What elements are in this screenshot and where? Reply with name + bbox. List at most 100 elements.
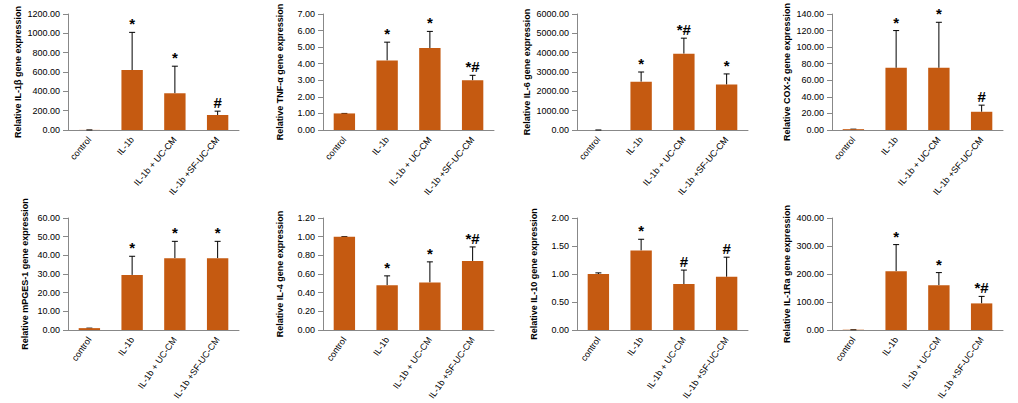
svg-text:Relative IL-10 gene expression: Relative IL-10 gene expression (529, 208, 539, 340)
svg-text:0.50: 0.50 (551, 297, 569, 307)
svg-text:*: * (384, 259, 390, 276)
svg-text:6.00: 6.00 (297, 26, 315, 36)
svg-text:IL-1b: IL-1b (624, 135, 645, 157)
svg-text:IL-1b +SF-UC-CM: IL-1b +SF-UC-CM (681, 335, 731, 400)
svg-text:400.00: 400.00 (796, 213, 824, 223)
svg-text:1.00: 1.00 (297, 108, 315, 118)
svg-text:2000.00: 2000.00 (536, 86, 569, 96)
svg-text:*: * (638, 55, 644, 72)
svg-text:#: # (977, 88, 986, 105)
svg-text:*: * (936, 256, 942, 273)
svg-text:1.00: 1.00 (297, 232, 315, 242)
svg-text:IL-1b + UC-CM: IL-1b + UC-CM (900, 335, 943, 391)
svg-text:*: * (172, 49, 178, 66)
svg-text:5.00: 5.00 (297, 42, 315, 52)
svg-text:control: control (577, 135, 602, 162)
svg-text:0.00: 0.00 (806, 325, 824, 335)
svg-text:300.00: 300.00 (796, 241, 824, 251)
svg-text:0.00: 0.00 (806, 125, 824, 135)
svg-text:6000.00: 6000.00 (536, 9, 569, 19)
svg-text:#: # (680, 253, 689, 270)
svg-text:140.00: 140.00 (796, 9, 824, 19)
svg-text:IL-1b: IL-1b (880, 335, 900, 358)
svg-text:30.00: 30.00 (37, 269, 60, 279)
svg-text:control: control (834, 335, 858, 363)
svg-text:IL-1b +SF-UC-CM: IL-1b +SF-UC-CM (422, 135, 476, 197)
svg-text:*: * (893, 228, 899, 245)
svg-text:600.00: 600.00 (32, 67, 60, 77)
svg-text:2.00: 2.00 (551, 213, 569, 223)
svg-text:*#: *# (975, 279, 990, 296)
svg-text:*: * (129, 239, 135, 256)
svg-text:2.00: 2.00 (297, 92, 315, 102)
svg-text:IL-1b + UC-CM: IL-1b + UC-CM (896, 135, 943, 188)
svg-text:control: control (68, 135, 93, 162)
svg-text:1000.00: 1000.00 (536, 106, 569, 116)
svg-text:*: * (215, 224, 221, 241)
svg-text:Relative TNF-α gene expression: Relative TNF-α gene expression (275, 4, 285, 141)
svg-text:IL-1b + UC-CM: IL-1b + UC-CM (641, 135, 688, 188)
svg-text:120.00: 120.00 (796, 26, 824, 36)
svg-text:100.00: 100.00 (796, 42, 824, 52)
svg-text:0.00: 0.00 (42, 125, 60, 135)
svg-text:Relative IL-1Ra gene expressio: Relative IL-1Ra gene expression (782, 205, 792, 343)
svg-text:1000.00: 1000.00 (27, 28, 60, 38)
svg-text:0.00: 0.00 (297, 125, 315, 135)
svg-text:IL-1b: IL-1b (371, 335, 391, 358)
svg-text:Relative COX-2 gene expression: Relative COX-2 gene expression (782, 3, 792, 141)
svg-text:*: * (384, 25, 390, 42)
svg-text:IL-1b +SF-UC-CM: IL-1b +SF-UC-CM (427, 335, 477, 400)
svg-text:0.20: 0.20 (297, 306, 315, 316)
svg-text:100.00: 100.00 (796, 297, 824, 307)
svg-text:control: control (323, 135, 348, 162)
svg-text:200.00: 200.00 (32, 106, 60, 116)
svg-text:*: * (172, 224, 178, 241)
svg-text:*: * (427, 245, 433, 262)
svg-text:*: * (638, 222, 644, 239)
svg-text:*: * (936, 5, 942, 22)
svg-text:control: control (579, 335, 603, 363)
svg-text:200.00: 200.00 (796, 269, 824, 279)
svg-text:0.00: 0.00 (551, 325, 569, 335)
svg-text:#: # (722, 240, 731, 257)
svg-text:IL-1b + UC-CM: IL-1b + UC-CM (132, 135, 179, 188)
svg-text:400.00: 400.00 (32, 86, 60, 96)
svg-text:*: * (893, 14, 899, 31)
svg-text:*: * (724, 57, 730, 74)
svg-text:control: control (70, 335, 94, 363)
svg-text:1200.00: 1200.00 (27, 9, 60, 19)
svg-text:IL-1b: IL-1b (115, 135, 136, 157)
svg-text:0.00: 0.00 (297, 325, 315, 335)
svg-text:3.00: 3.00 (297, 75, 315, 85)
svg-text:Relative IL-1β gene expression: Relative IL-1β gene expression (13, 6, 23, 138)
svg-text:0.80: 0.80 (297, 250, 315, 260)
svg-text:IL-1b: IL-1b (370, 135, 391, 157)
svg-text:4.00: 4.00 (297, 59, 315, 69)
svg-text:Relative mPGES-1 gene expressi: Relative mPGES-1 gene expression (20, 198, 30, 350)
svg-text:40.00: 40.00 (801, 92, 824, 102)
svg-text:*#: *# (466, 230, 481, 247)
svg-text:50.00: 50.00 (37, 232, 60, 242)
svg-text:IL-1b +SF-UC-CM: IL-1b +SF-UC-CM (167, 135, 221, 197)
svg-text:800.00: 800.00 (32, 48, 60, 58)
svg-text:IL-1b +SF-UC-CM: IL-1b +SF-UC-CM (676, 135, 730, 197)
svg-text:*: * (129, 15, 135, 32)
svg-text:1.20: 1.20 (297, 213, 315, 223)
svg-text:20.00: 20.00 (37, 288, 60, 298)
svg-text:*: * (427, 14, 433, 31)
svg-text:Relative IL-6 gene expression: Relative IL-6 gene expression (522, 9, 532, 136)
svg-text:IL-1b + UC-CM: IL-1b + UC-CM (387, 135, 434, 188)
svg-text:IL-1b +SF-UC-CM: IL-1b +SF-UC-CM (931, 135, 985, 197)
svg-text:IL-1b + UC-CM: IL-1b + UC-CM (645, 335, 688, 391)
svg-text:7.00: 7.00 (297, 9, 315, 19)
svg-text:0.00: 0.00 (551, 125, 569, 135)
svg-text:1.50: 1.50 (551, 241, 569, 251)
svg-text:IL-1b +SF-UC-CM: IL-1b +SF-UC-CM (172, 335, 222, 400)
svg-text:*#: *# (677, 21, 692, 38)
svg-text:IL-1b + UC-CM: IL-1b + UC-CM (136, 335, 179, 391)
svg-text:#: # (213, 94, 222, 111)
svg-text:60.00: 60.00 (801, 75, 824, 85)
svg-text:0.60: 0.60 (297, 269, 315, 279)
svg-text:4000.00: 4000.00 (536, 48, 569, 58)
svg-text:3000.00: 3000.00 (536, 67, 569, 77)
